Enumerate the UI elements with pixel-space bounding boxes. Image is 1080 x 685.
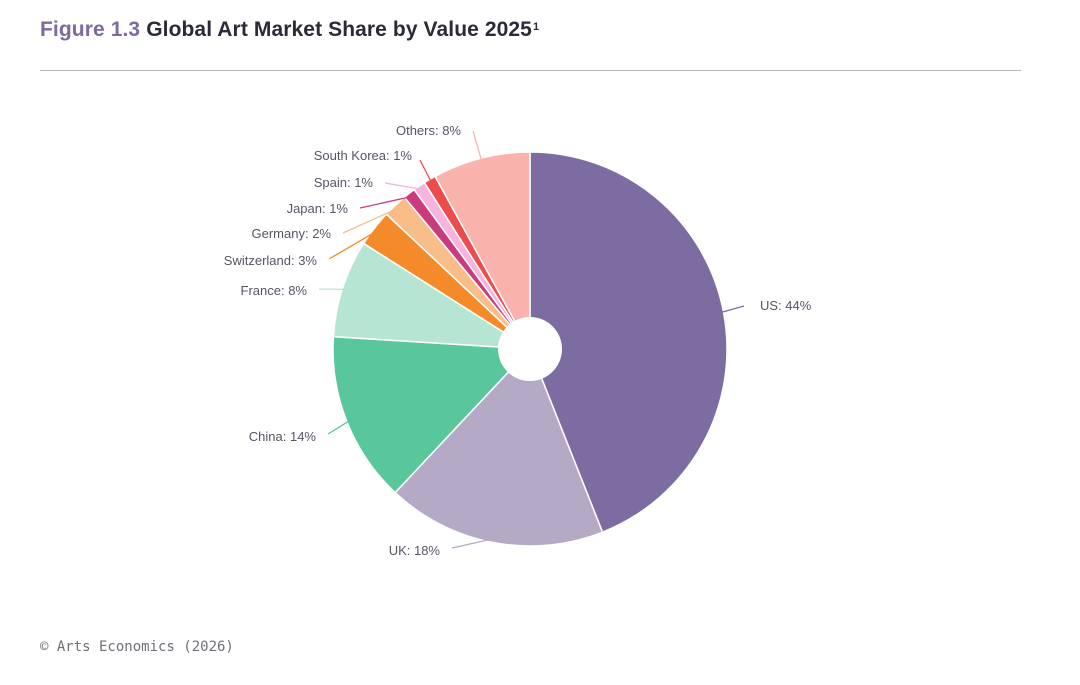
slice-label-spain: Spain: 1% (314, 175, 374, 190)
slice-label-germany: Germany: 2% (252, 226, 332, 241)
pie-slice-china (332, 335, 531, 494)
donut-hole (498, 317, 562, 381)
slice-label-france: France: 8% (241, 283, 308, 298)
slice-label-china: China: 14% (249, 429, 317, 444)
figure-number: Figure 1.3 (40, 18, 141, 41)
leader-line-others (472, 130, 483, 163)
slice-label-japan: Japan: 1% (287, 201, 349, 216)
leader-line-china (327, 419, 351, 435)
leader-line-japan (359, 195, 412, 209)
slice-label-others: Others: 8% (396, 123, 461, 138)
footnote-marker: 1 (532, 21, 540, 33)
slice-label-switzerland: Switzerland: 3% (224, 253, 318, 268)
slice-label-south-korea: South Korea: 1% (314, 148, 413, 163)
leader-line-us (719, 305, 745, 314)
leader-line-south-korea (419, 159, 433, 184)
leader-line-uk (451, 537, 494, 549)
leader-line-spain (384, 182, 422, 191)
pie-slice-uk (394, 348, 604, 547)
title-divider (40, 70, 1021, 71)
leader-line-switzerland (328, 230, 378, 260)
source-credit: © Arts Economics (2026) (40, 639, 234, 655)
chart-title: Global Art Market Share by Value 2025 (146, 18, 532, 41)
leader-line-germany (342, 207, 399, 234)
pie-labels: US: 44% UK: 18% China: 14% France: 8% Switze… (224, 123, 812, 558)
figure-title: Figure 1.3 Global Art Market Share by Val… (40, 18, 539, 42)
slice-label-us: US: 44% (760, 298, 812, 313)
pie-slice-france (332, 242, 531, 350)
slice-label-uk: UK: 18% (389, 543, 441, 558)
